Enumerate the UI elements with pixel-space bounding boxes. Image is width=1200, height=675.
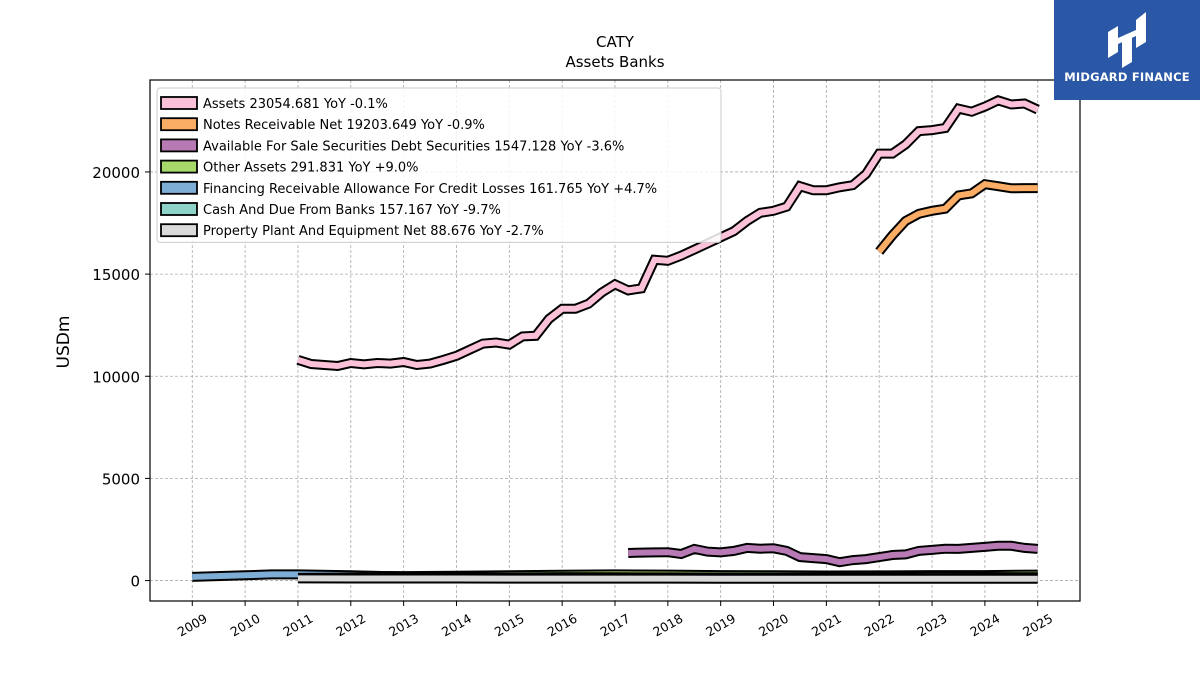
chart-title: CATY	[596, 33, 635, 51]
x-tick-label: 2012	[333, 611, 368, 640]
y-tick-label: 0	[130, 573, 140, 591]
legend-label: Available For Sale Securities Debt Secur…	[203, 139, 624, 154]
legend-label: Notes Receivable Net 19203.649 YoY -0.9%	[203, 118, 485, 133]
x-tick-label: 2024	[967, 611, 1002, 640]
series-available-for-sale-securities-debt-securities	[628, 540, 1039, 568]
series-line	[628, 542, 1038, 566]
series-line	[876, 181, 1038, 254]
x-tick-label: 2021	[809, 611, 844, 640]
legend-swatch	[160, 159, 198, 174]
x-tick-label: 2010	[228, 611, 263, 640]
chart-subtitle: Assets Banks	[565, 53, 664, 71]
legend-label: Assets 23054.681 YoY -0.1%	[203, 97, 388, 112]
legend-label: Other Assets 291.831 YoY +9.0%	[203, 161, 419, 176]
y-axis-label: USDm	[54, 316, 74, 369]
y-tick-label: 5000	[102, 470, 140, 488]
legend-swatch	[160, 223, 198, 238]
y-tick-label: 15000	[92, 266, 140, 284]
x-tick-label: 2017	[597, 611, 632, 640]
x-tick-label: 2013	[386, 611, 421, 640]
x-tick-label: 2014	[439, 611, 474, 640]
x-tick-label: 2025	[1020, 611, 1055, 640]
legend-swatch	[160, 180, 198, 195]
midgard-logo-icon	[1108, 12, 1146, 68]
series-assets	[296, 95, 1040, 372]
legend-label: Property Plant And Equipment Net 88.676 …	[203, 224, 544, 239]
brand-logo: MIDGARD FINANCE	[1054, 0, 1200, 100]
x-tick-label: 2016	[545, 611, 580, 640]
legend-swatch	[160, 117, 198, 132]
legend-label: Cash And Due From Banks 157.167 YoY -9.7…	[203, 203, 501, 218]
y-tick-label: 10000	[92, 368, 140, 386]
x-tick-label: 2018	[650, 611, 685, 640]
x-tick-label: 2011	[280, 611, 315, 640]
series-layer	[192, 95, 1040, 584]
legend-label: Financing Receivable Allowance For Credi…	[203, 182, 657, 197]
legend-swatch	[160, 138, 198, 153]
brand-name: MIDGARD FINANCE	[1064, 70, 1190, 84]
x-tick-label: 2023	[914, 611, 949, 640]
legend-swatch	[160, 96, 198, 110]
x-tick-label: 2022	[862, 611, 897, 640]
x-tick-label: 2009	[175, 611, 210, 640]
series-notes-receivable-net	[875, 178, 1038, 255]
y-tick-label: 20000	[92, 164, 140, 182]
x-tick-label: 2019	[703, 611, 738, 640]
legend: Assets 23054.681 YoY -0.1% Notes Receivab…	[156, 87, 722, 243]
x-tick-label: 2015	[492, 611, 527, 640]
legend-box	[156, 87, 722, 243]
legend-swatch	[160, 202, 198, 216]
series-line	[297, 97, 1039, 370]
x-tick-label: 2020	[756, 611, 791, 640]
